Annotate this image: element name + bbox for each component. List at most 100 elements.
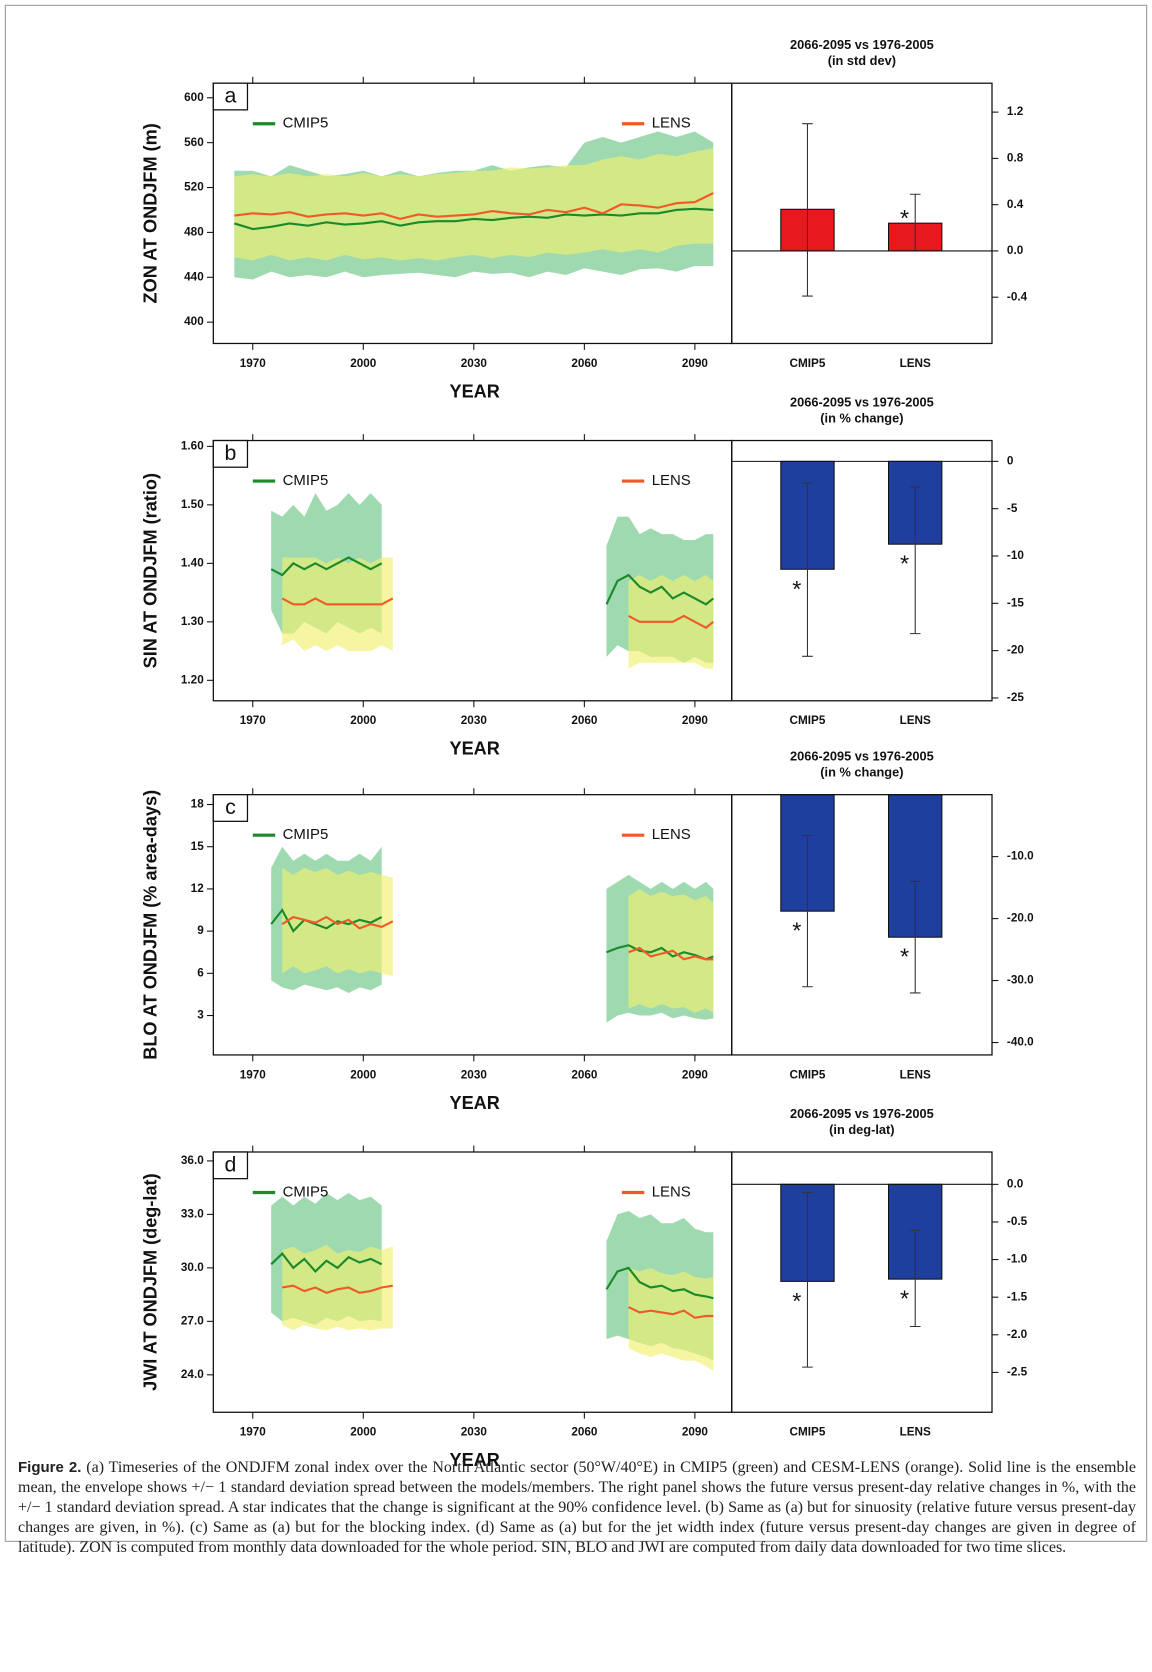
x-tick-label: 2090 bbox=[682, 1426, 709, 1439]
y-tick-label: 12 bbox=[191, 882, 205, 895]
y-tick-label: 1.60 bbox=[181, 439, 204, 452]
caption: Figure 2. (a) Timeseries of the ONDJFM z… bbox=[18, 1458, 1136, 1558]
series-line bbox=[234, 192, 714, 221]
plot-frame bbox=[731, 82, 993, 345]
y-axis-label: SIN AT ONDJFM (ratio) bbox=[140, 473, 160, 668]
x-tick-label: 2090 bbox=[682, 714, 709, 727]
y-tick-label: 0.0 bbox=[1007, 244, 1024, 257]
error-bar bbox=[802, 482, 813, 657]
legend-label: LENS bbox=[652, 1183, 691, 1200]
x-tick-label: 1970 bbox=[240, 1426, 267, 1439]
series-line bbox=[628, 946, 714, 961]
x-tick-label: 2030 bbox=[461, 714, 488, 727]
panel-label-box bbox=[212, 439, 249, 468]
chart-title: 2066-2095 vs 1976-2005 bbox=[790, 37, 934, 52]
series-line bbox=[281, 915, 394, 930]
y-tick-label: 30.0 bbox=[181, 1261, 204, 1274]
x-tick-label: LENS bbox=[900, 1068, 931, 1081]
y-tick-label: 18 bbox=[191, 798, 205, 811]
series-line bbox=[628, 1306, 714, 1319]
x-tick-label: LENS bbox=[900, 1426, 931, 1439]
panel-label: c bbox=[225, 795, 236, 819]
y-tick-label: -1.5 bbox=[1007, 1290, 1028, 1303]
y-tick-label: 0.4 bbox=[1007, 198, 1024, 211]
caption-text: (a) Timeseries of the ONDJFM zonal index… bbox=[18, 1459, 1137, 1556]
x-tick-label: CMIP5 bbox=[790, 357, 826, 370]
y-tick-label: -30.0 bbox=[1007, 974, 1034, 987]
y-tick-label: 24.0 bbox=[181, 1368, 204, 1381]
x-tick-label: 2030 bbox=[461, 1068, 488, 1081]
y-tick-label: 1.2 bbox=[1007, 105, 1024, 118]
x-tick-label: LENS bbox=[900, 357, 931, 370]
y-tick-label: 1.50 bbox=[181, 498, 204, 511]
error-bar bbox=[802, 123, 813, 297]
y-tick-label: -0.5 bbox=[1007, 1215, 1028, 1228]
x-axis-label: YEAR bbox=[449, 739, 499, 759]
y-tick-label: -0.4 bbox=[1007, 290, 1028, 303]
series-line bbox=[270, 1252, 383, 1273]
legend-label: CMIP5 bbox=[283, 115, 329, 132]
x-tick-label: CMIP5 bbox=[790, 1426, 826, 1439]
y-tick-label: 3 bbox=[197, 1009, 204, 1022]
legend-label: CMIP5 bbox=[283, 1183, 329, 1200]
y-tick-label: 9 bbox=[197, 924, 204, 937]
x-tick-label: 2030 bbox=[461, 357, 488, 370]
y-tick-label: 1.30 bbox=[181, 615, 204, 628]
spread-band bbox=[234, 148, 714, 261]
series-line bbox=[605, 1266, 714, 1300]
y-tick-label: -10.0 bbox=[1007, 850, 1034, 863]
panel-label-box bbox=[212, 1151, 249, 1180]
y-tick-label: -15 bbox=[1007, 596, 1024, 609]
significance-star: * bbox=[900, 1286, 909, 1312]
x-axis-label: YEAR bbox=[449, 1093, 499, 1113]
chart-title: 2066-2095 vs 1976-2005 bbox=[790, 1106, 934, 1121]
chart-subtitle: (in std dev) bbox=[828, 53, 896, 68]
y-tick-label: 15 bbox=[191, 840, 205, 853]
y-tick-label: 36.0 bbox=[181, 1154, 204, 1167]
x-tick-label: CMIP5 bbox=[790, 1068, 826, 1081]
y-tick-label: 1.20 bbox=[181, 673, 204, 686]
y-tick-label: 600 bbox=[184, 91, 204, 104]
x-tick-label: 2000 bbox=[350, 714, 377, 727]
y-tick-label: -2.0 bbox=[1007, 1328, 1028, 1341]
plot-frame bbox=[731, 794, 993, 1056]
y-tick-label: 400 bbox=[184, 315, 204, 328]
series-line bbox=[270, 908, 383, 933]
series-line bbox=[270, 556, 383, 577]
y-tick-label: 6 bbox=[197, 966, 204, 979]
error-bar bbox=[802, 835, 813, 988]
x-tick-label: 1970 bbox=[240, 714, 267, 727]
x-axis-label: YEAR bbox=[449, 1450, 499, 1470]
y-tick-label: -1.0 bbox=[1007, 1253, 1028, 1266]
significance-star: * bbox=[900, 551, 909, 577]
y-tick-label: 520 bbox=[184, 181, 204, 194]
y-tick-label: -5 bbox=[1007, 502, 1018, 515]
x-tick-label: 2060 bbox=[571, 357, 598, 370]
x-tick-label: 2000 bbox=[350, 357, 377, 370]
error-bar bbox=[909, 486, 921, 635]
panel-label: a bbox=[224, 84, 236, 108]
y-tick-label: -2.5 bbox=[1007, 1365, 1028, 1378]
legend-label: CMIP5 bbox=[283, 472, 329, 489]
legend-label: CMIP5 bbox=[283, 826, 329, 843]
x-tick-label: 1970 bbox=[240, 357, 267, 370]
x-tick-label: 2060 bbox=[571, 1426, 598, 1439]
series-line bbox=[234, 207, 714, 231]
series-line bbox=[282, 1284, 393, 1294]
y-tick-label: -20.0 bbox=[1007, 912, 1034, 925]
x-tick-label: 2060 bbox=[571, 1068, 598, 1081]
legend-label: LENS bbox=[652, 115, 691, 132]
x-tick-label: LENS bbox=[900, 714, 931, 727]
y-tick-label: 0 bbox=[1007, 454, 1014, 467]
panel-label: b bbox=[224, 441, 236, 465]
error-bar bbox=[909, 1229, 921, 1328]
y-tick-label: 33.0 bbox=[181, 1207, 204, 1220]
error-bar bbox=[802, 1192, 813, 1368]
y-tick-label: -20 bbox=[1007, 644, 1024, 657]
chart-title: 2066-2095 vs 1976-2005 bbox=[790, 395, 934, 410]
y-axis-label: BLO AT ONDJFM (% area-days) bbox=[140, 790, 160, 1060]
y-tick-label: -40.0 bbox=[1007, 1036, 1034, 1049]
series-line bbox=[628, 614, 714, 629]
plot-frame bbox=[731, 1151, 993, 1413]
